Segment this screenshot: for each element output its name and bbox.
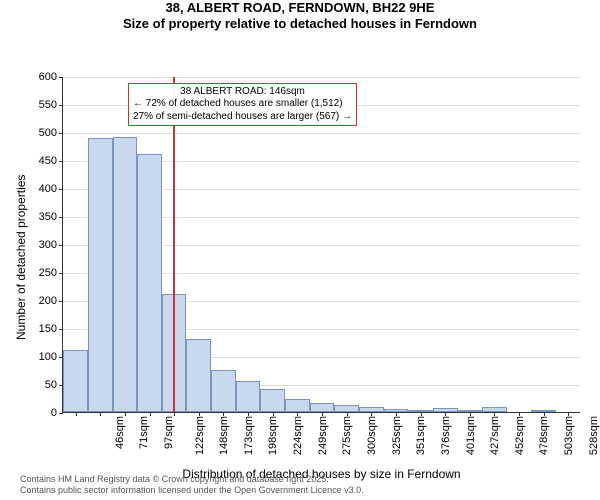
xtick-label: 198sqm (268, 416, 280, 455)
xtick-mark (519, 412, 520, 416)
ytick-mark (59, 217, 63, 218)
xtick-mark (174, 412, 175, 416)
ytick-label: 350 (39, 211, 57, 223)
xtick-mark (494, 412, 495, 416)
xtick-mark (273, 412, 274, 416)
xtick-mark (199, 412, 200, 416)
footer-line-1: Contains HM Land Registry data © Crown c… (20, 474, 364, 485)
histogram-bar (88, 138, 113, 411)
xtick-label: 71sqm (138, 416, 150, 449)
ytick-label: 150 (39, 323, 57, 335)
ytick-mark (59, 133, 63, 134)
ytick-mark (59, 77, 63, 78)
y-axis-label: Number of detached properties (14, 174, 28, 339)
xtick-label: 173sqm (243, 416, 255, 455)
ytick-label: 550 (39, 99, 57, 111)
footer-line-2: Contains public sector information licen… (20, 485, 364, 496)
histogram-bar (186, 339, 211, 412)
xtick-mark (297, 412, 298, 416)
xtick-label: 224sqm (292, 416, 304, 455)
xtick-mark (371, 412, 372, 416)
gridline (63, 133, 580, 134)
histogram-bar (236, 381, 261, 412)
ytick-mark (59, 329, 63, 330)
ytick-label: 0 (51, 407, 57, 419)
xtick-mark (100, 412, 101, 416)
xtick-label: 300sqm (366, 416, 378, 455)
xtick-label: 122sqm (194, 416, 206, 455)
histogram-bar (137, 154, 162, 412)
ytick-mark (59, 301, 63, 302)
xtick-mark (248, 412, 249, 416)
plot-region: 05010015020025030035040045050055060046sq… (62, 77, 580, 413)
ytick-label: 300 (39, 239, 57, 251)
xtick-mark (568, 412, 569, 416)
ytick-mark (59, 105, 63, 106)
ytick-label: 500 (39, 127, 57, 139)
xtick-label: 325sqm (391, 416, 403, 455)
xtick-mark (396, 412, 397, 416)
histogram-bar (63, 350, 88, 412)
ytick-mark (59, 413, 63, 414)
chart-title: 38, ALBERT ROAD, FERNDOWN, BH22 9HE Size… (0, 0, 600, 33)
subject-marker-line (173, 77, 175, 412)
ytick-label: 100 (39, 351, 57, 363)
xtick-mark (223, 412, 224, 416)
xtick-label: 503sqm (563, 416, 575, 455)
xtick-mark (76, 412, 77, 416)
xtick-label: 97sqm (163, 416, 175, 449)
ytick-label: 50 (45, 379, 57, 391)
xtick-label: 351sqm (415, 416, 427, 455)
histogram-bar (260, 389, 285, 411)
ytick-label: 400 (39, 183, 57, 195)
ytick-mark (59, 161, 63, 162)
xtick-mark (150, 412, 151, 416)
ytick-label: 450 (39, 155, 57, 167)
histogram-bar (285, 399, 310, 411)
histogram-bar (211, 370, 236, 412)
xtick-mark (470, 412, 471, 416)
histogram-bar (310, 403, 335, 411)
annotation-box: 38 ALBERT ROAD: 146sqm← 72% of detached … (128, 83, 357, 127)
xtick-mark (125, 412, 126, 416)
xtick-mark (322, 412, 323, 416)
annotation-line: 38 ALBERT ROAD: 146sqm (133, 86, 352, 99)
xtick-mark (544, 412, 545, 416)
ytick-mark (59, 189, 63, 190)
xtick-label: 376sqm (440, 416, 452, 455)
xtick-mark (421, 412, 422, 416)
histogram-bar (113, 137, 138, 411)
xtick-label: 401sqm (465, 416, 477, 455)
xtick-label: 427sqm (489, 416, 501, 455)
gridline (63, 77, 580, 78)
xtick-mark (347, 412, 348, 416)
title-line-1: 38, ALBERT ROAD, FERNDOWN, BH22 9HE (0, 0, 600, 16)
title-line-2: Size of property relative to detached ho… (0, 16, 600, 32)
xtick-label: 478sqm (539, 416, 551, 455)
ytick-mark (59, 245, 63, 246)
xtick-label: 148sqm (218, 416, 230, 455)
xtick-label: 275sqm (342, 416, 354, 455)
histogram-bar (334, 405, 359, 412)
xtick-label: 452sqm (514, 416, 526, 455)
annotation-line: ← 72% of detached houses are smaller (1,… (133, 98, 352, 111)
annotation-line: 27% of semi-detached houses are larger (… (133, 111, 352, 124)
ytick-label: 600 (39, 71, 57, 83)
ytick-label: 250 (39, 267, 57, 279)
xtick-label: 46sqm (114, 416, 126, 449)
ytick-label: 200 (39, 295, 57, 307)
xtick-mark (445, 412, 446, 416)
ytick-mark (59, 273, 63, 274)
xtick-label: 528sqm (588, 416, 600, 455)
xtick-label: 249sqm (317, 416, 329, 455)
footer: Contains HM Land Registry data © Crown c… (20, 474, 364, 497)
